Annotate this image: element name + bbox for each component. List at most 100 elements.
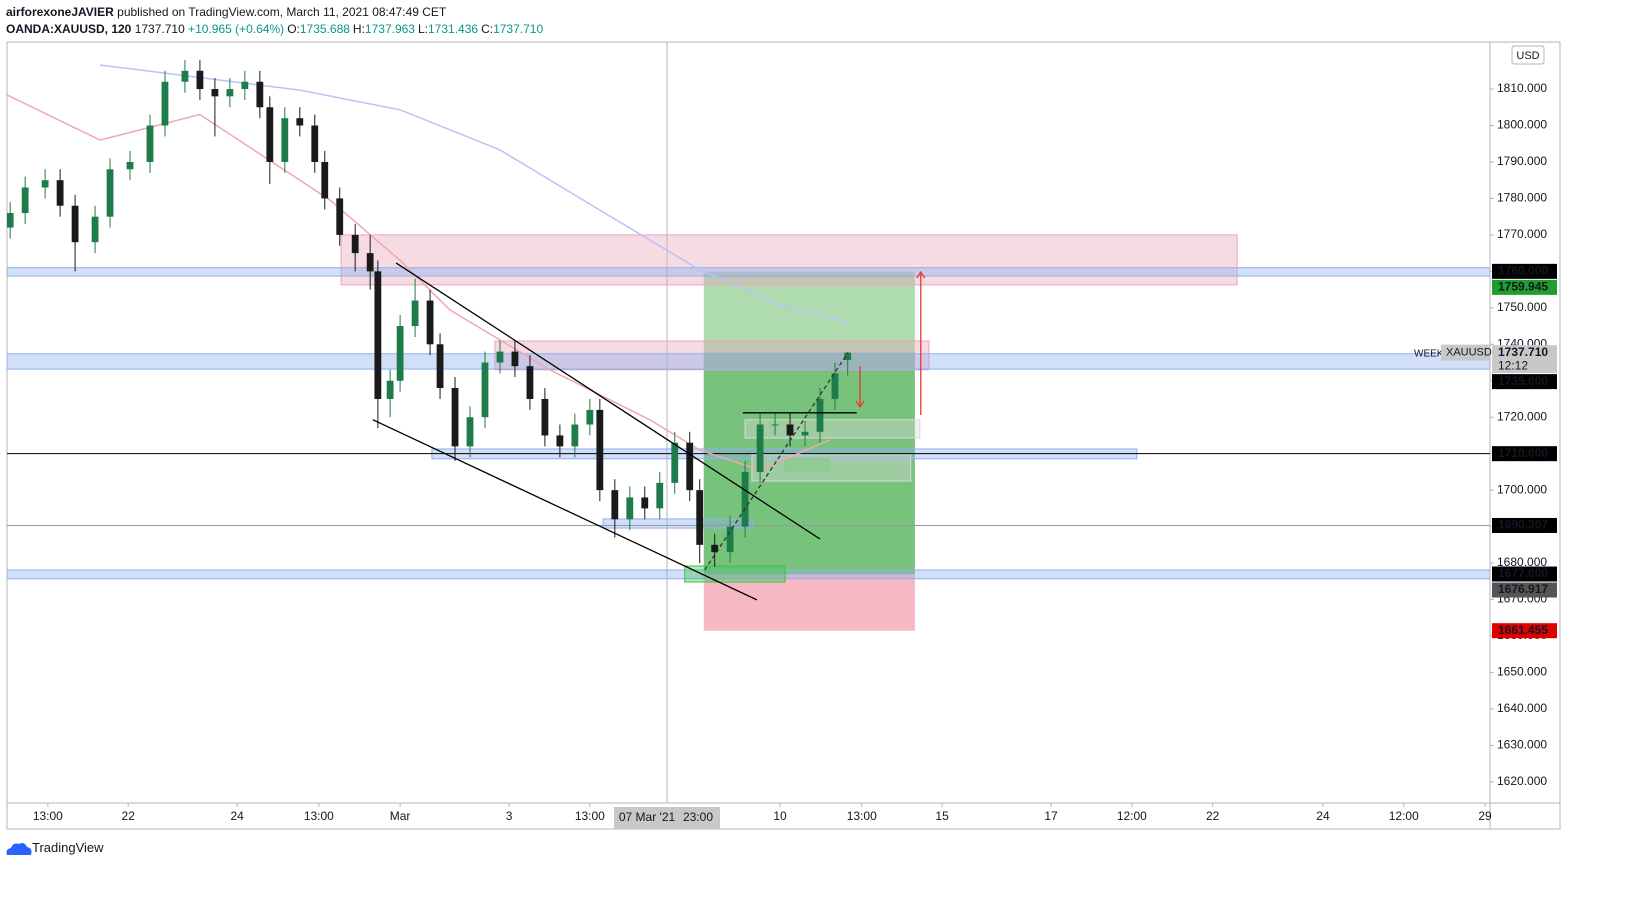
x-tick-label: 22 — [1206, 809, 1220, 823]
zone — [7, 353, 1490, 370]
candle-body — [756, 424, 764, 472]
symbol-tag: XAUUSD — [1446, 347, 1492, 359]
arrow — [916, 270, 926, 416]
candle-body — [426, 300, 434, 345]
frame — [6, 41, 1561, 830]
y-tick-label: 1620.000 — [1497, 774, 1547, 788]
zone — [602, 518, 754, 529]
candle-body — [226, 89, 234, 97]
ohlc-label: C: — [481, 22, 494, 36]
y-tick-label: 1810.000 — [1497, 81, 1547, 95]
tv-logo — [6, 843, 32, 855]
week-tag: WEEK — [1414, 348, 1444, 359]
candle-body — [7, 213, 14, 228]
candle-body — [436, 344, 444, 389]
price-label: 1759.945 — [1498, 280, 1548, 294]
zone — [784, 458, 830, 472]
candle-body — [611, 490, 619, 520]
candle-body — [71, 205, 79, 243]
candle-body — [411, 300, 419, 327]
candle-body — [686, 442, 694, 491]
price-label: 1661.455 — [1498, 623, 1548, 637]
candle-body — [656, 482, 664, 509]
x-tick-label: Mar — [390, 809, 411, 823]
candle-body — [596, 409, 604, 491]
candle-body — [556, 435, 564, 447]
candle-body — [586, 409, 594, 425]
candle-body — [374, 271, 382, 399]
candle-body — [496, 351, 504, 363]
candle-body — [386, 380, 394, 399]
price-label-box — [1492, 446, 1557, 462]
x-tick-label: 29 — [1478, 809, 1492, 823]
candle-body — [526, 366, 534, 399]
candle-body — [126, 161, 134, 170]
symbol: OANDA:XAUUSD, 120 — [6, 22, 132, 36]
candle-body — [56, 180, 64, 206]
ohlc-value: 1731.436 — [428, 22, 479, 36]
author: airforexoneJAVIER — [6, 5, 114, 19]
candle-body — [831, 373, 839, 399]
y-tick-label: 1770.000 — [1497, 227, 1547, 241]
position-stop — [703, 574, 915, 631]
price-label: 1676.917 — [1498, 582, 1548, 596]
candle-body — [641, 497, 649, 509]
candle-body — [296, 118, 304, 126]
trendline — [395, 262, 821, 540]
change: +10.965 (+0.64%) — [188, 22, 285, 36]
price-label-box — [1492, 345, 1557, 374]
price-label-box — [1492, 263, 1557, 279]
price-label-box — [1492, 582, 1557, 598]
x-tick-label: 12:00 — [1389, 809, 1419, 823]
price-label: 1710.000 — [1498, 446, 1548, 460]
header-line: airforexoneJAVIER published on TradingVi… — [6, 5, 446, 19]
x-tick-label: 13:00 — [304, 809, 334, 823]
y-tick-label: 1790.000 — [1497, 154, 1547, 168]
y-tick-label: 1780.000 — [1497, 191, 1547, 205]
ohlc-label: O: — [287, 22, 300, 36]
x-tick-label: 13:00 — [33, 809, 63, 823]
price-label-box — [1492, 279, 1557, 295]
candle-body — [786, 424, 794, 436]
crosshair-date: 07 Mar '21 — [619, 810, 676, 824]
price-label: 1690.307 — [1498, 518, 1548, 532]
candle-body — [181, 70, 189, 82]
candle-body — [321, 161, 329, 199]
candle-body — [726, 526, 734, 553]
x-tick-label: 10 — [773, 809, 787, 823]
candle-body — [366, 253, 374, 272]
legend: OANDA:XAUUSD, 120 1737.710 +10.965 (+0.6… — [6, 22, 543, 36]
candle-body — [711, 544, 719, 553]
candle-body — [91, 216, 99, 243]
candle-body — [196, 70, 204, 90]
candle-body — [541, 398, 549, 436]
y-tick-label: 1750.000 — [1497, 300, 1547, 314]
candle-body — [816, 398, 824, 432]
x-tick-label: 17 — [1044, 809, 1058, 823]
candle-body — [336, 198, 344, 235]
x-tick-label: 13:00 — [847, 809, 877, 823]
y-tick-label: 1680.000 — [1497, 555, 1547, 569]
symbol-tag-box — [1441, 344, 1491, 361]
candle-body — [281, 118, 289, 162]
logo-cloud — [6, 843, 32, 855]
candle-body — [451, 388, 459, 447]
candle-body — [351, 234, 359, 254]
candle-body — [211, 89, 219, 97]
candle-body — [481, 362, 489, 418]
price-label-box — [1492, 623, 1557, 639]
candle-body — [844, 352, 852, 361]
candle-body — [41, 180, 49, 188]
zone — [744, 419, 921, 439]
plot — [7, 42, 1490, 803]
candle-body — [696, 490, 704, 545]
y-tick-label: 1640.000 — [1497, 701, 1547, 715]
candle-body — [466, 417, 474, 447]
published: published on TradingView.com, March 11, … — [117, 5, 447, 19]
candle-body — [801, 431, 809, 436]
candle-body — [146, 125, 154, 162]
ohlc-label: H: — [352, 22, 365, 36]
x-tick-label: 15 — [935, 809, 949, 823]
y-tick-label: 1700.000 — [1497, 482, 1547, 496]
